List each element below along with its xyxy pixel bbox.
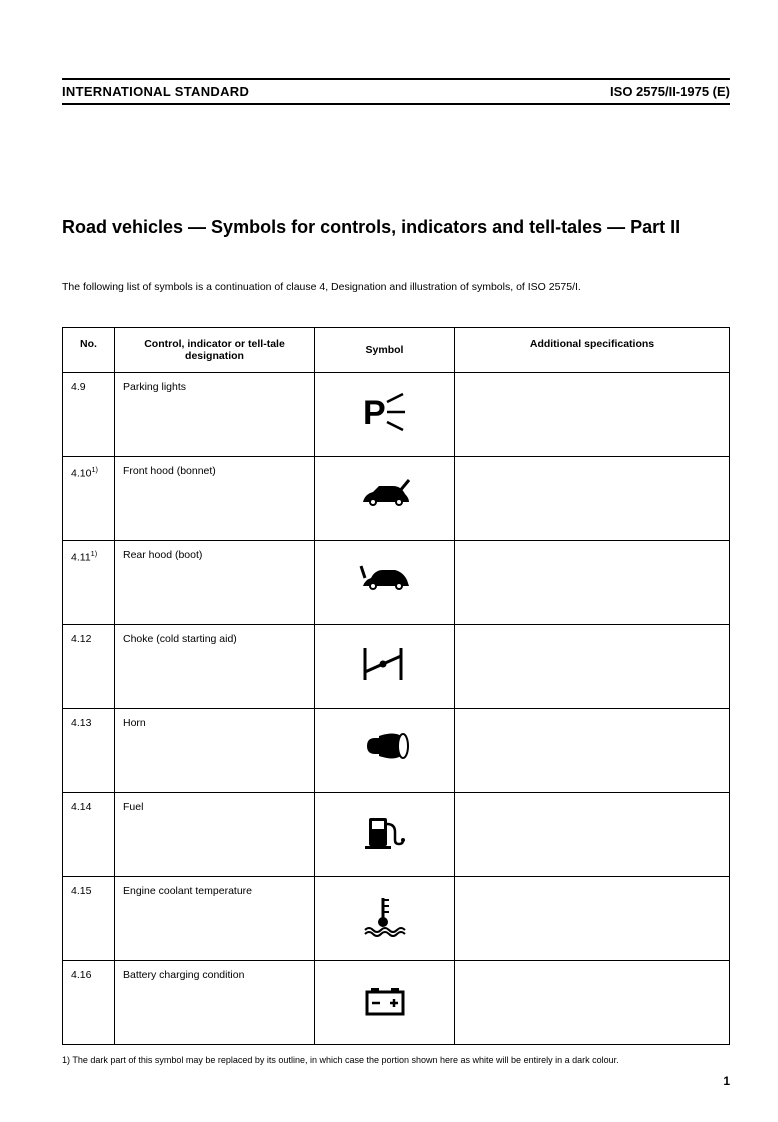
footnote: 1) The dark part of this symbol may be r… [62,1055,730,1065]
cell-designation: Engine coolant temperature [115,877,315,961]
row-number-footnote-ref: 1) [91,549,98,558]
cell-no: 4.101) [63,457,115,541]
table-row: 4.101)Front hood (bonnet) [63,457,730,541]
cell-no: 4.15 [63,877,115,961]
cell-symbol [315,457,455,541]
cell-symbol [315,709,455,793]
cell-designation: Battery charging condition [115,961,315,1045]
cell-additional [455,625,730,709]
battery-icon [359,978,411,1022]
cell-no: 4.9 [63,373,115,457]
cell-no: 4.16 [63,961,115,1045]
table-row: 4.13 Horn [63,709,730,793]
cell-additional [455,961,730,1045]
cell-designation: Choke (cold starting aid) [115,625,315,709]
cell-no: 4.111) [63,541,115,625]
cell-no: 4.13 [63,709,115,793]
cell-additional [455,541,730,625]
col-header-designation-line2: designation [185,350,244,362]
cell-no: 4.12 [63,625,115,709]
row-number: 4.13 [71,717,91,729]
cell-no: 4.14 [63,793,115,877]
fuel-icon [359,810,411,854]
cell-designation: Rear hood (boot) [115,541,315,625]
row-number: 4.11 [71,552,91,564]
row-number: 4.12 [71,633,91,645]
col-header-no: No. [63,328,115,373]
col-header-designation-line1: Control, indicator or tell-tale [144,338,285,350]
cell-symbol [315,961,455,1045]
document-title: Road vehicles — Symbols for controls, in… [62,215,730,239]
cell-additional [455,877,730,961]
cell-designation: Parking lights [115,373,315,457]
cell-symbol [315,793,455,877]
cell-additional [455,793,730,877]
cell-symbol [315,877,455,961]
cell-symbol [315,541,455,625]
intro-paragraph: The following list of symbols is a conti… [62,281,730,293]
cell-symbol [315,373,455,457]
col-header-additional: Additional specifications [455,328,730,373]
cell-designation: Fuel [115,793,315,877]
cell-additional [455,457,730,541]
table-row: 4.9 Parking lights [63,373,730,457]
coolant-icon [359,894,411,938]
horn-icon [359,726,411,770]
symbols-table: No. Control, indicator or tell-tale desi… [62,327,730,1045]
row-number-footnote-ref: 1) [91,465,98,474]
row-number: 4.10 [71,468,91,480]
table-row: 4.16 Battery charging condition [63,961,730,1045]
cell-additional [455,373,730,457]
table-row: 4.111)Rear hood (boot) [63,541,730,625]
table-row: 4.14 Fuel [63,793,730,877]
choke-icon [359,642,411,686]
page-number: 1 [723,1074,730,1088]
front-hood-icon [359,474,411,518]
cell-designation: Front hood (bonnet) [115,457,315,541]
row-number: 4.16 [71,969,91,981]
rear-hood-icon [359,558,411,602]
row-number: 4.9 [71,381,86,393]
header-right-label: ISO 2575/II-1975 (E) [610,84,730,99]
document-header: INTERNATIONAL STANDARD ISO 2575/II-1975 … [62,78,730,105]
cell-additional [455,709,730,793]
table-row: 4.12 Choke (cold starting aid) [63,625,730,709]
table-row: 4.15 Engine coolant temperature [63,877,730,961]
cell-designation: Horn [115,709,315,793]
cell-symbol [315,625,455,709]
col-header-designation: Control, indicator or tell-tale designat… [115,328,315,373]
row-number: 4.15 [71,885,91,897]
header-left-label: INTERNATIONAL STANDARD [62,84,249,99]
col-header-symbol: Symbol [315,328,455,373]
row-number: 4.14 [71,801,91,813]
parking-lights-icon [359,390,411,434]
